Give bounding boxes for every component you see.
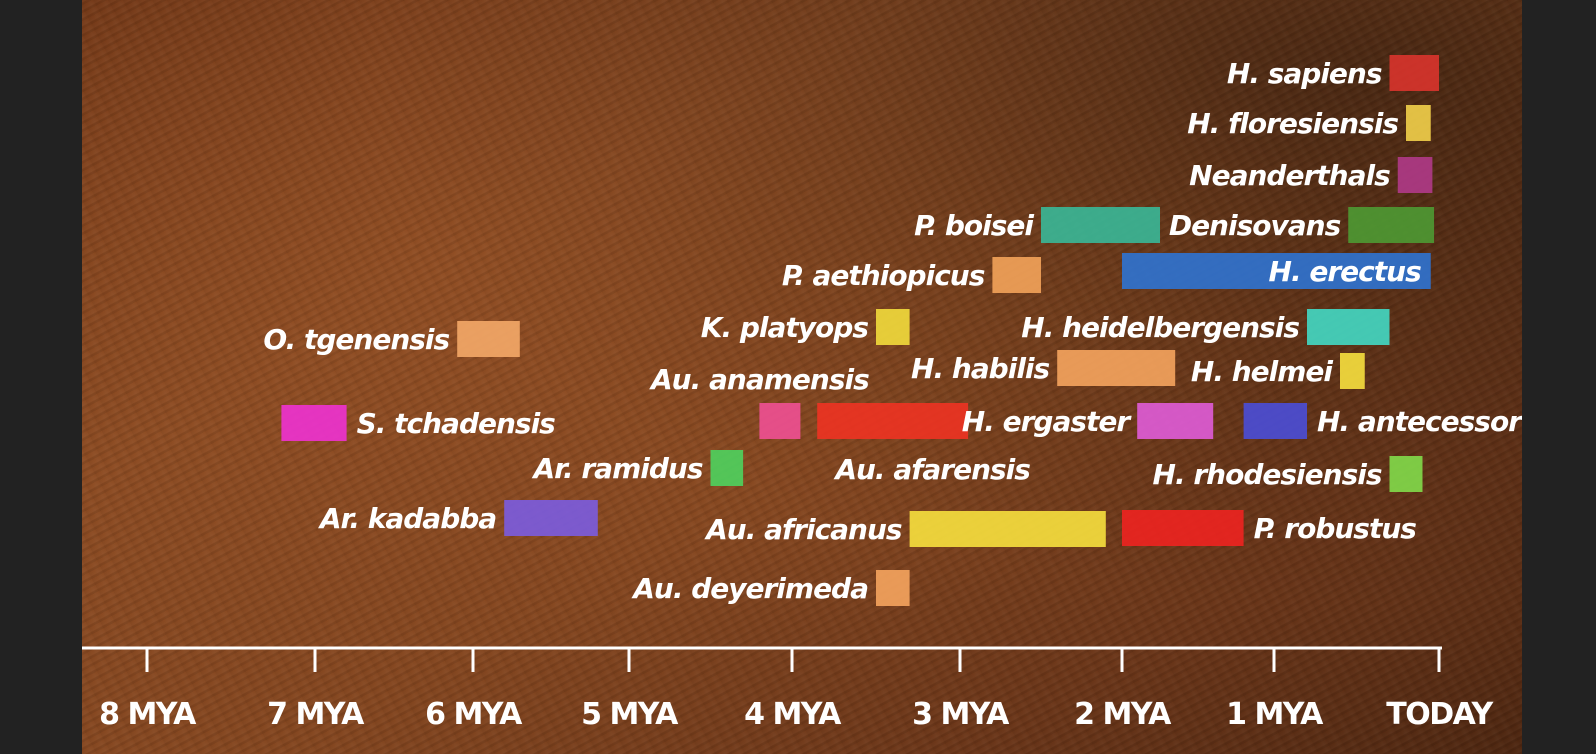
species-bar <box>909 511 1106 547</box>
species-label: Au. deyerimeda <box>631 572 868 605</box>
species-bar <box>1348 207 1435 243</box>
species-bar <box>1057 350 1176 386</box>
axis-tick-label: 8 MYA <box>99 697 197 732</box>
species-label: H. floresiensis <box>1187 107 1398 140</box>
species-label: H. antecessor <box>1317 405 1522 438</box>
species-bar <box>1389 55 1439 91</box>
axis-tick-label: 3 MYA <box>912 697 1010 732</box>
axis-tick-label: 7 MYA <box>267 697 365 732</box>
species-bar <box>1122 253 1431 289</box>
species-label: O. tgenensis <box>263 323 449 356</box>
axis-tick-label: TODAY <box>1386 697 1494 732</box>
species-bar <box>1397 157 1433 193</box>
species-bar <box>1041 207 1160 243</box>
species-bar <box>992 257 1041 293</box>
species-label: P. boisei <box>914 209 1034 242</box>
species-bar <box>817 403 969 439</box>
species-label: H. rhodesiensis <box>1153 458 1382 491</box>
chart-panel: 8 MYA 7 MYA 6 MYA 5 MYA 4 MYA 3 MYA 2 MYA 1 MYA… <box>82 0 1522 754</box>
species-bar <box>1243 403 1307 439</box>
species-label: Au. afarensis <box>833 453 1030 486</box>
species-label: K. platyops <box>701 311 869 344</box>
species-label: P. robustus <box>1254 512 1417 545</box>
species-bar <box>281 405 347 441</box>
species-bar <box>1137 403 1214 439</box>
axis-tick-label: 5 MYA <box>581 697 679 732</box>
species-label: H. sapiens <box>1227 57 1382 90</box>
species-label: Denisovans <box>1169 209 1341 242</box>
species-bar <box>1389 456 1423 492</box>
hominin-timeline-chart: 8 MYA 7 MYA 6 MYA 5 MYA 4 MYA 3 MYA 2 MYA 1 MYA… <box>82 55 1522 732</box>
species-bar <box>710 450 744 486</box>
species-bar <box>876 570 910 606</box>
axis-tick-label: 4 MYA <box>744 697 842 732</box>
species-label: H. helmei <box>1191 355 1334 388</box>
species-label: H. ergaster <box>962 405 1133 438</box>
species-bar <box>1406 105 1431 141</box>
species-bar <box>759 403 801 439</box>
species-label: H. erectus <box>1269 255 1422 288</box>
species-bar <box>457 321 520 357</box>
species-bar <box>1307 309 1390 345</box>
species-label: H. habilis <box>911 352 1049 385</box>
axis-tick-label: 6 MYA <box>425 697 523 732</box>
species-label: Au. africanus <box>704 513 902 546</box>
species-bar <box>1122 510 1244 546</box>
species-label: Ar. kadabba <box>318 502 496 535</box>
species-bar <box>876 309 910 345</box>
axis-tick-label: 1 MYA <box>1226 697 1324 732</box>
species-label: Neanderthals <box>1189 159 1390 192</box>
species-label: Au. anamensis <box>649 363 869 396</box>
species-label: H. heidelbergensis <box>1021 311 1299 344</box>
species-bar <box>1340 353 1365 389</box>
species-bar <box>504 500 598 536</box>
species-label: P. aethiopicus <box>782 259 985 292</box>
species-label: S. tchadensis <box>357 407 556 440</box>
species-label: Ar. ramidus <box>532 452 703 485</box>
axis-tick-label: 2 MYA <box>1074 697 1172 732</box>
